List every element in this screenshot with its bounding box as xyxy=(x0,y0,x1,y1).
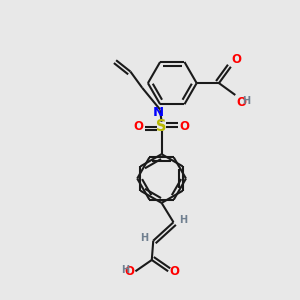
Text: O: O xyxy=(124,265,134,278)
Text: N: N xyxy=(153,106,164,119)
Text: H: H xyxy=(140,233,148,243)
Text: H: H xyxy=(179,215,187,225)
Text: O: O xyxy=(179,120,189,133)
Text: H: H xyxy=(121,266,129,275)
Text: O: O xyxy=(134,120,144,133)
Text: H: H xyxy=(242,96,250,106)
Text: O: O xyxy=(236,96,246,109)
Text: O: O xyxy=(232,52,242,66)
Text: S: S xyxy=(156,119,167,134)
Text: O: O xyxy=(169,265,179,278)
